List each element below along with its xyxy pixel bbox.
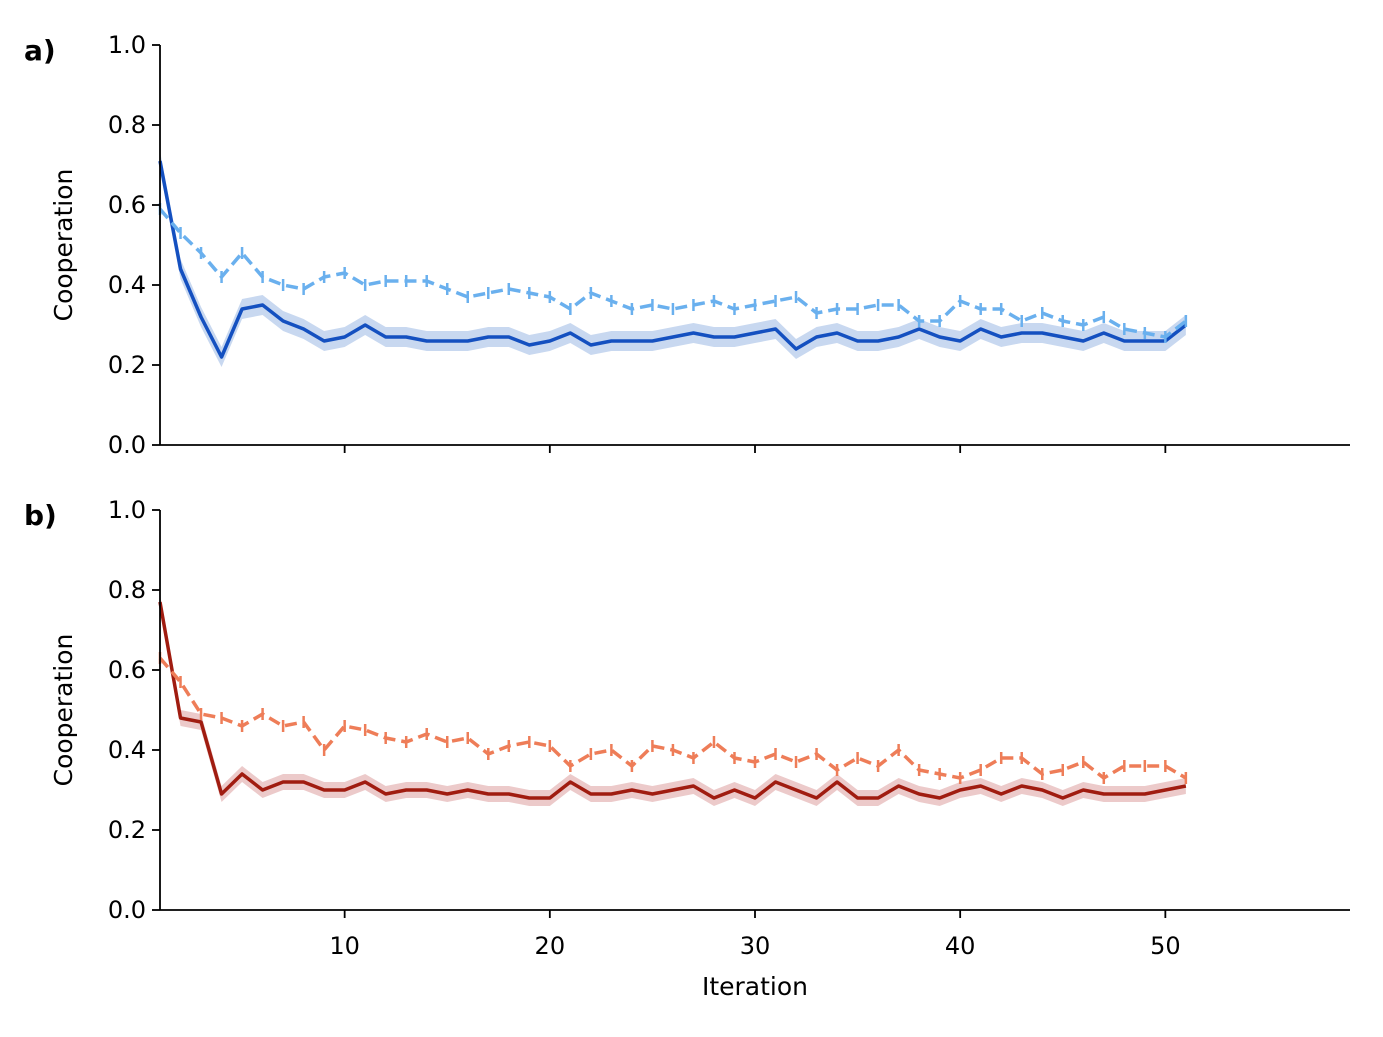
x-axis-label: Iteration bbox=[702, 972, 808, 1001]
y-tick-label: 0.4 bbox=[108, 271, 146, 299]
confidence-band bbox=[160, 594, 1186, 806]
y-tick-label: 0.2 bbox=[108, 816, 146, 844]
dashed-series-line bbox=[158, 656, 1187, 780]
x-tick-label: 10 bbox=[329, 932, 360, 960]
y-tick-label: 0.8 bbox=[108, 576, 146, 604]
y-axis-label: Cooperation bbox=[49, 169, 78, 322]
panel-label: b) bbox=[24, 499, 57, 532]
dashed-series-line bbox=[158, 207, 1187, 339]
y-tick-label: 0.2 bbox=[108, 351, 146, 379]
x-tick-label: 30 bbox=[740, 932, 771, 960]
x-tick-label: 50 bbox=[1150, 932, 1181, 960]
y-tick-label: 0.4 bbox=[108, 736, 146, 764]
y-tick-label: 1.0 bbox=[108, 496, 146, 524]
y-tick-label: 1.0 bbox=[108, 31, 146, 59]
y-tick-label: 0.0 bbox=[108, 896, 146, 924]
confidence-band bbox=[160, 151, 1186, 367]
y-tick-label: 0.0 bbox=[108, 431, 146, 459]
y-axis-label: Cooperation bbox=[49, 634, 78, 787]
solid-series-line bbox=[158, 160, 1187, 359]
panel-b: 0.0 0.2 0.4 0.6 0.8 1.0 10 20 30 40 50 Cooperation I… bbox=[24, 496, 1350, 1001]
panel-a: 0.0 0.2 0.4 0.6 0.8 1.0 Cooperation a) bbox=[24, 31, 1350, 459]
y-tick-label: 0.6 bbox=[108, 191, 146, 219]
x-tick-label: 20 bbox=[535, 932, 566, 960]
panel-label: a) bbox=[24, 34, 56, 67]
y-tick-label: 0.8 bbox=[108, 111, 146, 139]
y-tick-label: 0.6 bbox=[108, 656, 146, 684]
solid-series-line bbox=[158, 601, 1187, 800]
x-tick-label: 40 bbox=[945, 932, 976, 960]
